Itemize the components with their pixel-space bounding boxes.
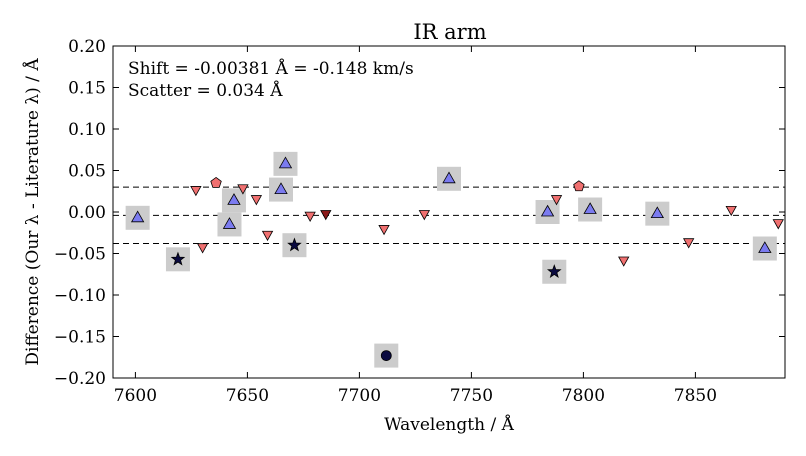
triangle-down-point [418, 210, 431, 221]
y-axis-label: Difference (Our λ - Literature λ) / Å [22, 58, 43, 366]
triangle-down-dark-point [320, 210, 332, 221]
x-axis-label: Wavelength / Å [384, 414, 514, 435]
y-tick-label: −0.10 [54, 286, 106, 306]
triangle-down-point [772, 219, 784, 230]
triangle-up-point [274, 182, 288, 194]
triangle-up-point [222, 217, 237, 229]
circle-point [380, 350, 392, 361]
x-tick-label: 7800 [562, 386, 605, 406]
x-tick-label: 7600 [114, 386, 157, 406]
triangle-down-point [304, 211, 316, 222]
annotation-scatter: Scatter = 0.034 Å [128, 80, 283, 101]
triangle-up-point [442, 171, 456, 184]
x-tick-label: 7700 [338, 386, 381, 406]
y-tick-label: 0.00 [68, 203, 106, 223]
triangle-down-point [261, 230, 274, 242]
triangle-down-point [683, 238, 695, 249]
x-tick-label: 7850 [674, 386, 717, 406]
triangle-down-point [237, 184, 249, 195]
triangle-down-point [550, 195, 563, 206]
annotation-shift: Shift = -0.00381 Å = -0.148 km/s [128, 58, 414, 79]
y-tick-label: 0.05 [68, 162, 106, 182]
star-point [287, 237, 302, 252]
y-tick-label: −0.05 [54, 245, 106, 265]
triangle-up-point [583, 202, 597, 214]
triangle-down-point [250, 195, 263, 206]
pentagon-point [573, 180, 585, 192]
y-tick-label: −0.15 [54, 328, 106, 348]
ticks: 7600 7650 7700 7750 7800 7850 −0.20 −0.15 −0.10 −… [54, 37, 785, 406]
triangle-down-point [196, 243, 209, 254]
y-tick-label: 0.15 [68, 79, 106, 99]
triangle-down-point [378, 225, 390, 236]
star-point [546, 264, 562, 278]
reference-lines [113, 186, 785, 245]
triangle-up-point [650, 206, 665, 219]
triangle-up-point [278, 156, 293, 169]
y-tick-label: −0.20 [54, 369, 106, 389]
highlight-boxes [125, 151, 777, 368]
triangle-down-point [618, 256, 630, 267]
triangle-down-point [725, 205, 737, 217]
triangle-down-point [190, 186, 202, 197]
chart-title: IR arm [413, 20, 486, 44]
pentagon-point [210, 176, 222, 188]
star-point [170, 251, 186, 266]
triangle-up-point [758, 241, 772, 253]
triangle-up-point [540, 204, 555, 217]
triangle-up-point [130, 210, 145, 223]
data-markers [130, 156, 784, 361]
x-tick-label: 7750 [450, 386, 493, 406]
y-tick-label: 0.20 [68, 37, 106, 57]
x-tick-label: 7650 [226, 386, 269, 406]
y-tick-label: 0.10 [68, 120, 106, 140]
triangle-up-point [227, 193, 241, 205]
